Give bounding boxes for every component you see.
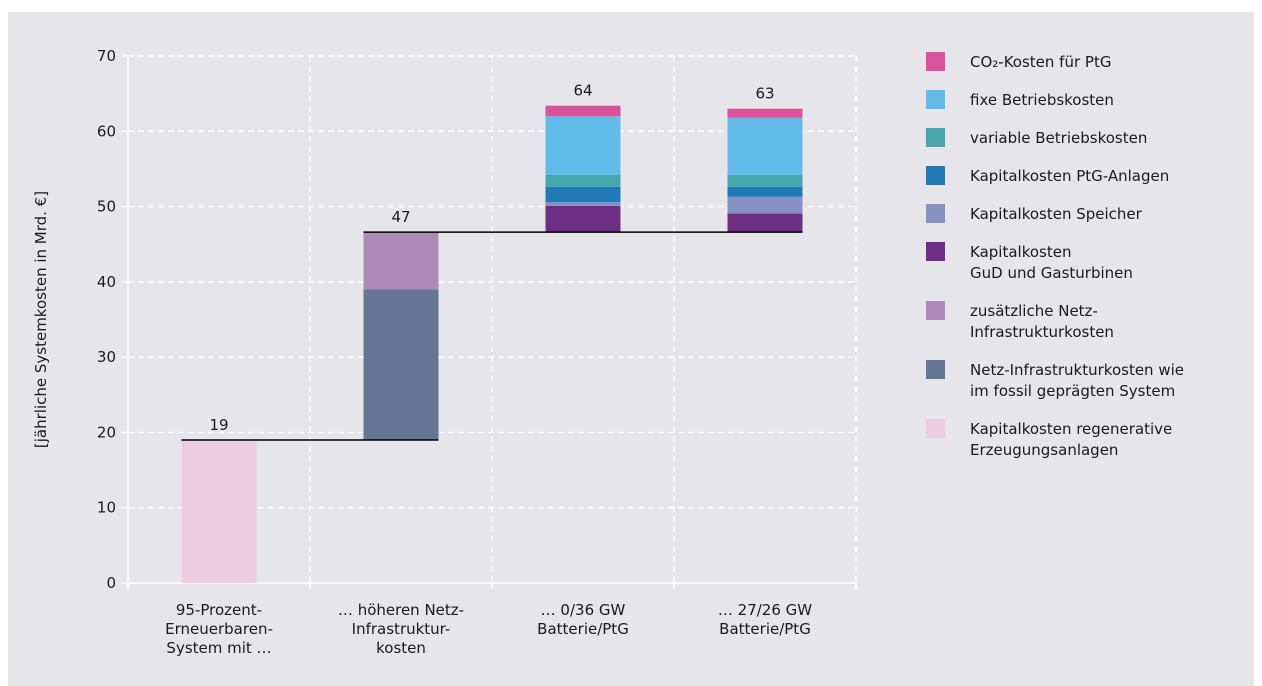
bar-total-label: 64 [573,82,592,100]
bar-segment [363,232,439,290]
legend-label-line: fixe Betriebskosten [970,91,1114,109]
bar-segment [545,116,621,175]
legend-label: fixe Betriebskosten [970,91,1114,109]
x-category-label: … höheren Netz-Infrastruktur-kosten [338,601,464,657]
stacked-waterfall-chart: 0 10 20 30 40 50 60 70 [jährliche Systemkosten i… [32,47,1184,657]
x-category-label-line: Infrastruktur- [352,620,451,638]
legend-swatch [926,242,945,261]
bar-total-label: 63 [755,85,774,103]
bar-total-label: 19 [209,416,228,434]
legend-label-line: Kapitalkosten PtG-Anlagen [970,167,1169,185]
legend-label-line: GuD und Gasturbinen [970,264,1133,282]
legend-swatch [926,360,945,379]
legend-swatch [926,419,945,438]
y-tick-label: 60 [97,122,116,140]
x-category-label-line: kosten [376,639,426,657]
bar-segment [727,186,803,197]
legend-label: Kapitalkosten PtG-Anlagen [970,167,1169,185]
legend-label: Kapitalkosten regenerative Erzeugungsanla… [970,420,1172,459]
legend-label-line: Kapitalkosten [970,243,1071,261]
bar-segment [727,213,803,233]
y-tick-label: 70 [97,47,116,65]
x-category-label-line: Batterie/PtG [537,620,629,638]
legend-swatch [926,204,945,223]
legend-label-line: Infrastrukturkosten [970,323,1114,341]
gridlines [128,55,857,583]
y-tick-label: 10 [97,499,116,517]
legend-swatch [926,301,945,320]
x-category-label: … 0/36 GW Batterie/PtG [537,601,629,638]
y-axis-label: [jährliche Systemkosten in Mrd. €] [32,191,50,448]
x-category-label-line: System mit … [166,639,271,657]
legend-label: Kapitalkosten GuD und Gasturbinen [970,243,1133,282]
bar-segment [727,196,803,214]
legend-swatch [926,128,945,147]
x-category-label-line: … höheren Netz- [338,601,464,619]
y-tick-label: 30 [97,348,116,366]
y-tick-label: 20 [97,423,116,441]
legend-label-line: im fossil geprägten System [970,382,1175,400]
legend-label-line: Kapitalkosten Speicher [970,205,1143,223]
y-tick-label: 50 [97,198,116,216]
bar-segment [545,205,621,233]
legend-label-line: Kapitalkosten regenerative [970,420,1172,438]
legend-label-line: zusätzliche Netz- [970,302,1098,320]
bar-segment [545,174,621,187]
legend-label-line: Erzeugungsanlagen [970,441,1118,459]
axes: 0 10 20 30 40 50 60 70 [jährliche Systemkosten i… [32,47,857,592]
legend-label: CO₂-Kosten für PtG [970,53,1111,71]
x-category-label-line: Erneuerbaren- [165,620,273,638]
bar-segment [545,105,621,117]
legend-swatch [926,52,945,71]
legend-label: Netz-Infrastrukturkosten wie im fossil ge… [970,361,1184,400]
legend-label: Kapitalkosten Speicher [970,205,1143,223]
bar-total-label: 47 [391,208,410,226]
legend-label-line: CO₂-Kosten für PtG [970,53,1111,71]
x-category-label-line: … 0/36 GW [541,601,626,619]
x-category-label: 95-Prozent-Erneuerbaren-System mit … [165,601,273,657]
legend-swatch [926,166,945,185]
x-category-label: … 27/26 GW Batterie/PtG [718,601,812,638]
legend-label: zusätzliche Netz- Infrastrukturkosten [970,302,1114,341]
y-tick-label: 40 [97,273,116,291]
chart-panel: 0 10 20 30 40 50 60 70 [jährliche Systemkosten i… [8,12,1254,686]
bar-segment [545,202,621,206]
legend-label-line: Netz-Infrastrukturkosten wie [970,361,1184,379]
bar-segment [727,117,803,175]
bar-segment [363,289,439,440]
bar-segment [727,108,803,118]
x-category-label-line: 95-Prozent- [176,601,262,619]
bars [181,105,803,583]
legend: CO₂-Kosten für PtG fixe Betriebskosten var… [926,52,1184,459]
legend-swatch [926,90,945,109]
bar-segment [181,439,257,583]
legend-label-line: variable Betriebskosten [970,129,1147,147]
bar-segment [727,174,803,187]
bar-segment [545,186,621,203]
y-tick-label: 0 [106,574,116,592]
connector-lines [181,231,803,441]
x-category-label-line: … 27/26 GW [718,601,812,619]
legend-label: variable Betriebskosten [970,129,1147,147]
x-category-label-line: Batterie/PtG [719,620,811,638]
labels: 19 95-Prozent-Erneuerbaren-System mit … 47… [165,82,812,657]
